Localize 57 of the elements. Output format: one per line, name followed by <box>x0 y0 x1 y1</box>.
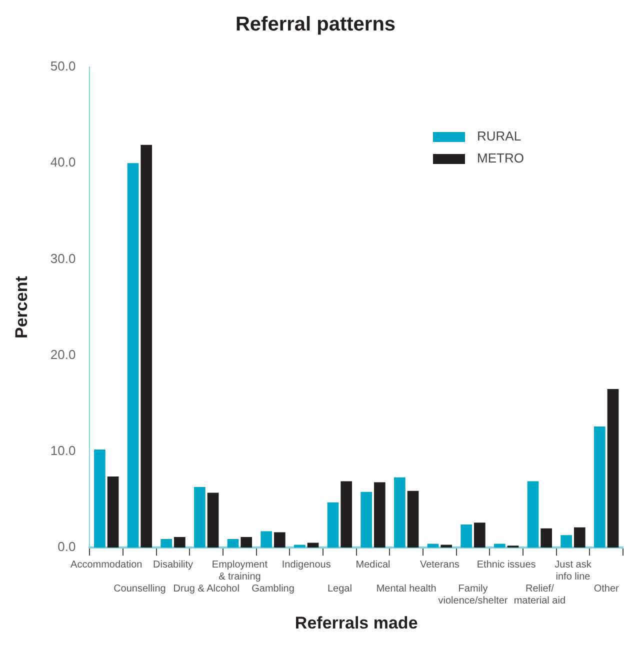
y-axis-title: Percent <box>12 276 31 338</box>
y-tick-label: 0.0 <box>58 539 76 554</box>
bar <box>607 389 619 548</box>
bar <box>394 477 406 548</box>
x-tick-label: Just ask info line <box>554 559 592 582</box>
x-tick-label: Veterans <box>420 559 460 570</box>
x-tick-label: Gambling <box>252 583 294 594</box>
bar <box>227 538 239 548</box>
bar <box>360 492 372 548</box>
bar <box>440 544 452 548</box>
bar <box>240 537 252 548</box>
bar <box>474 522 486 548</box>
bar <box>494 544 506 548</box>
y-tick-label: 50.0 <box>50 58 76 74</box>
x-tick-label: Disability <box>153 559 194 570</box>
bar <box>407 490 419 548</box>
bar <box>327 502 339 548</box>
chart-title: Referral patterns <box>235 14 396 36</box>
bar <box>140 144 152 548</box>
bar <box>294 544 306 548</box>
y-tick-label: 40.0 <box>50 154 76 170</box>
x-tick-label: Accommodation <box>70 559 142 570</box>
x-tick-label: Mental health <box>376 583 436 594</box>
bar <box>160 538 172 548</box>
bar <box>174 537 186 548</box>
bar <box>274 532 286 548</box>
bar <box>340 481 352 548</box>
legend-label: METRO <box>477 150 524 166</box>
x-tick-label: Relief/ material aid <box>514 583 566 606</box>
bar <box>260 531 272 548</box>
y-tick-label: 20.0 <box>50 346 76 362</box>
bar <box>540 528 552 548</box>
bar <box>374 482 386 548</box>
x-tick-label: Medical <box>356 559 390 570</box>
bar <box>527 481 539 548</box>
bar <box>127 163 139 548</box>
x-tick-label: Legal <box>327 583 352 594</box>
x-axis-title: Referrals made <box>294 613 418 632</box>
bar <box>560 535 572 548</box>
x-tick-label: Ethnic issues <box>476 559 536 570</box>
bar <box>94 450 106 548</box>
bar <box>307 542 319 548</box>
x-tick-label: Drug & Alcohol <box>173 583 240 594</box>
y-tick-label: 10.0 <box>50 443 76 458</box>
bar <box>194 487 206 548</box>
bar <box>594 426 606 548</box>
bar <box>460 524 472 548</box>
x-tick-label: Indigenous <box>282 559 331 570</box>
bar <box>107 476 119 548</box>
x-tick-label: Counselling <box>114 583 166 594</box>
bar <box>207 492 219 548</box>
bar <box>574 527 586 548</box>
legend-label: RURAL <box>477 128 522 144</box>
y-tick-label: 30.0 <box>50 250 76 266</box>
x-tick-label: Family violence/shelter <box>438 583 508 606</box>
x-tick-label: Employment & training <box>212 559 268 582</box>
x-tick-label: Other <box>594 583 620 594</box>
